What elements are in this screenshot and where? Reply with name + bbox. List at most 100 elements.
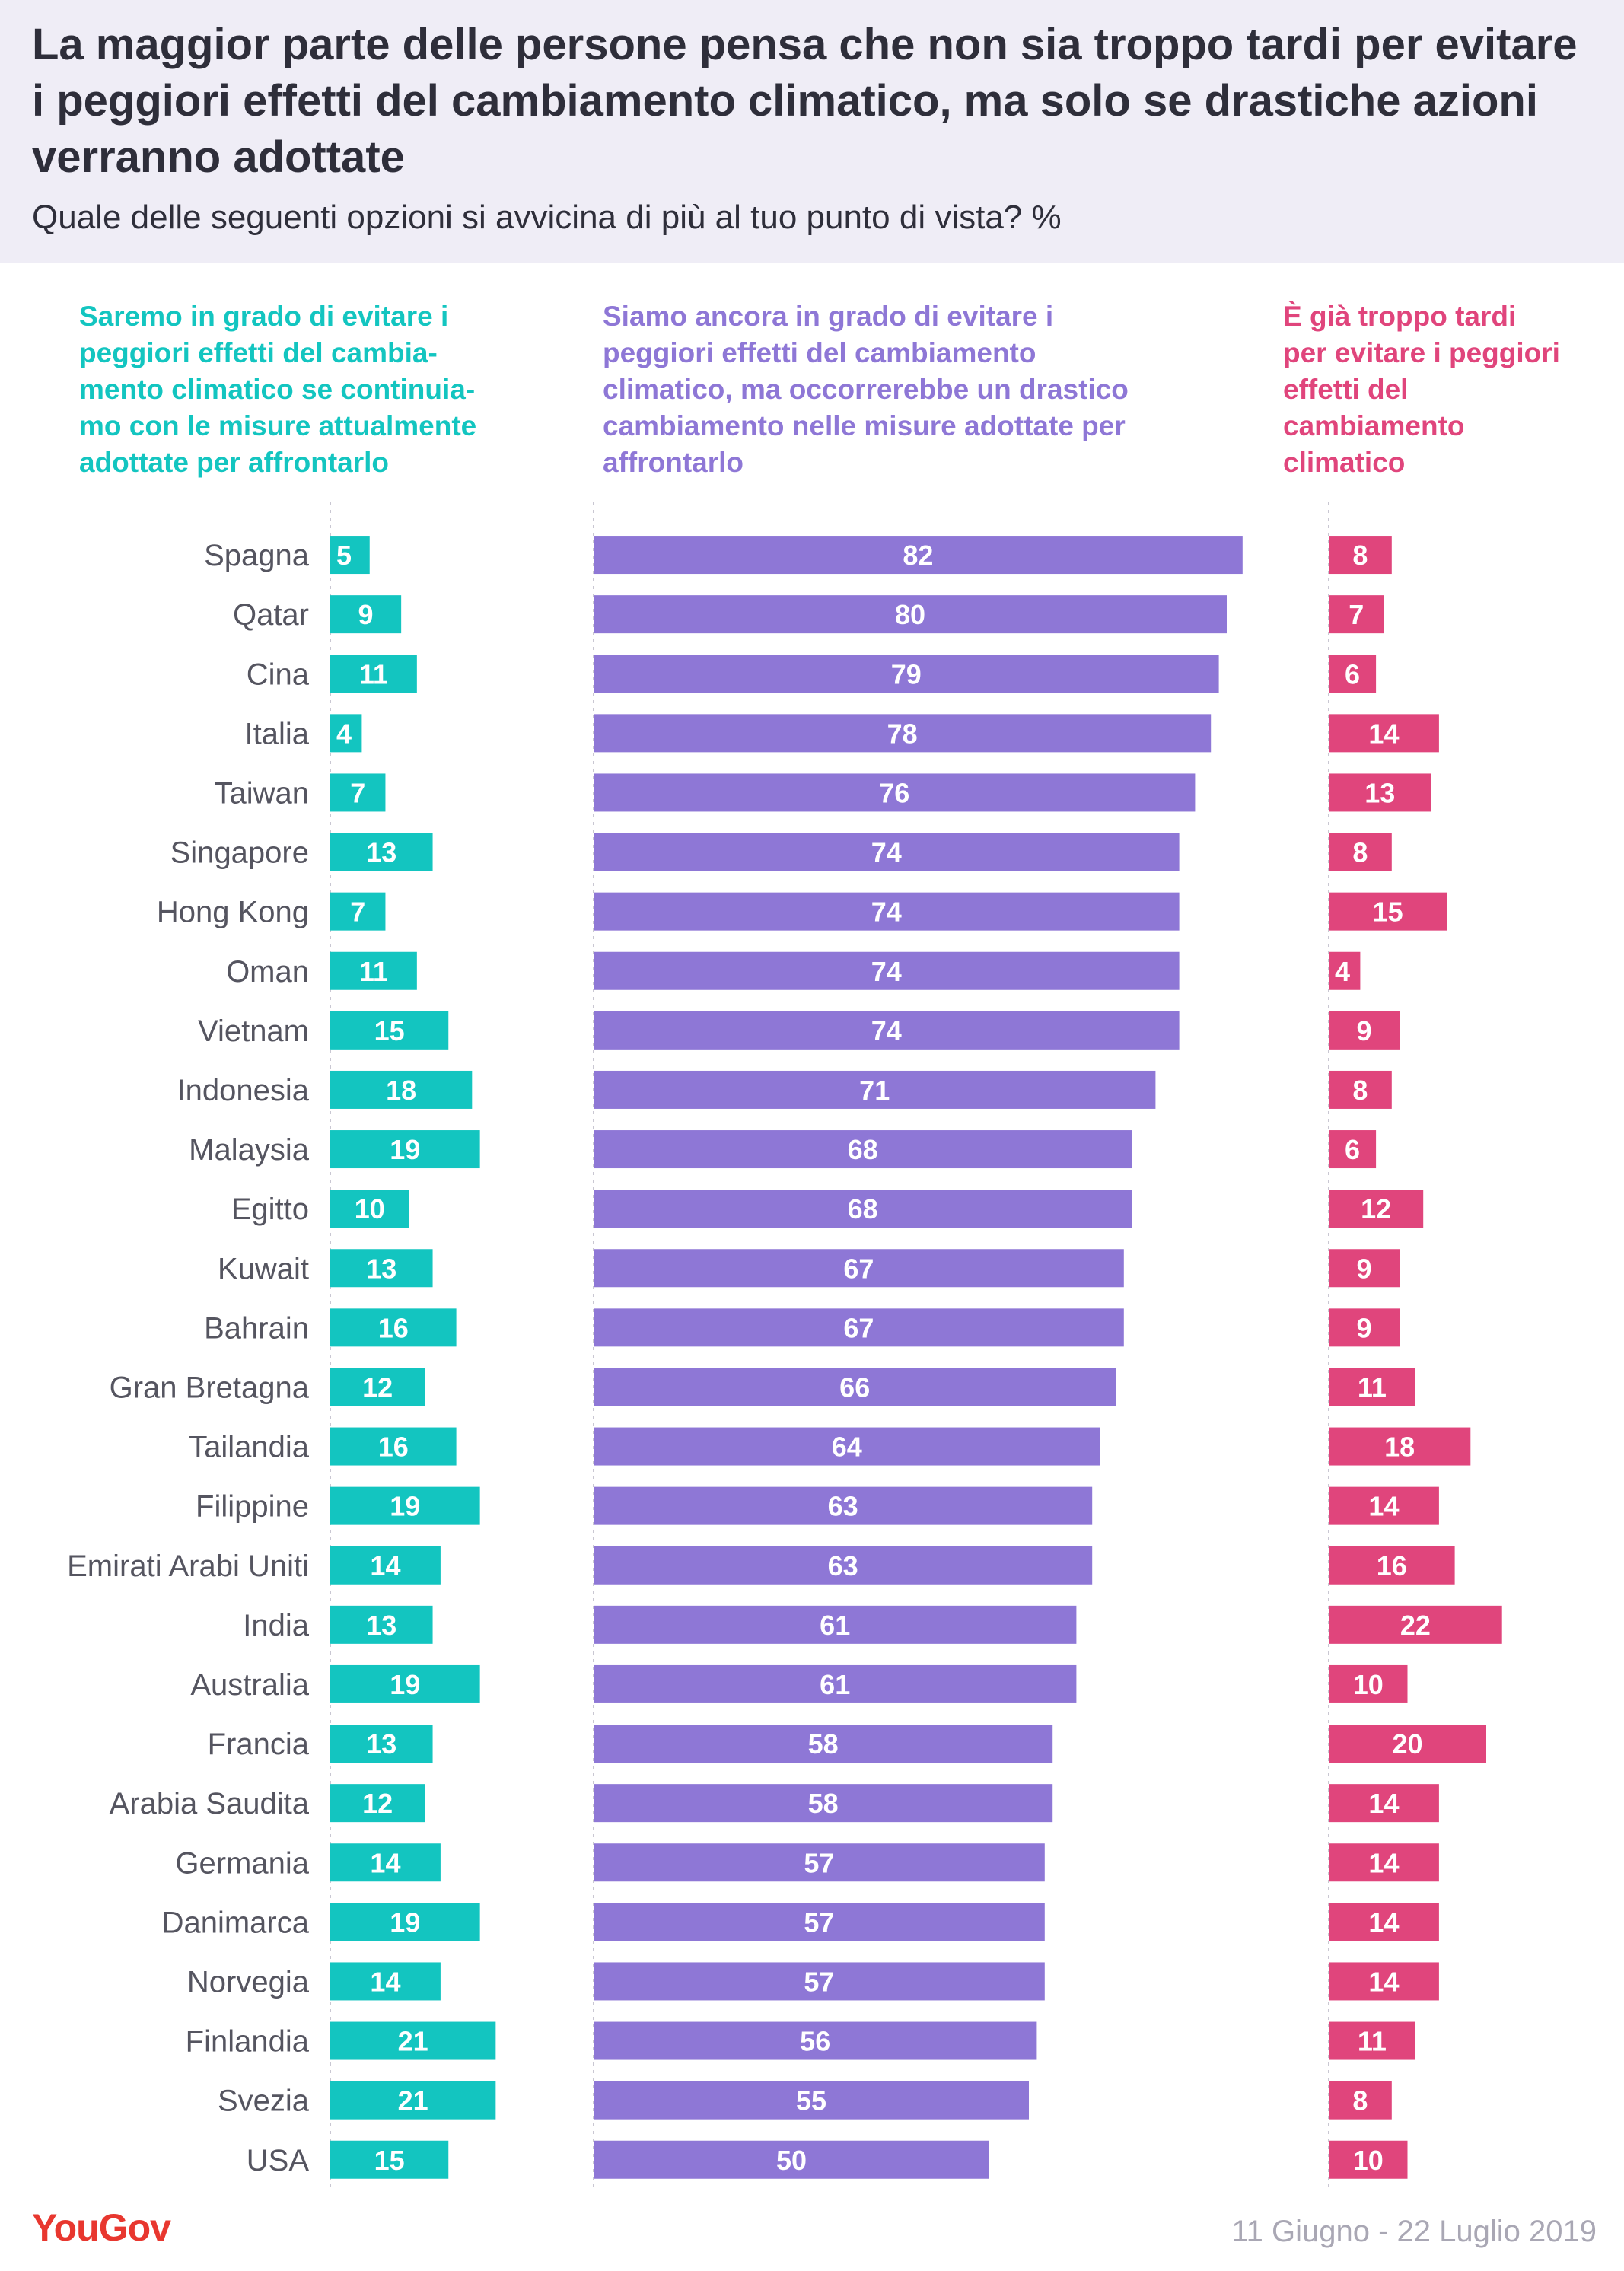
category-label: Bahrain bbox=[204, 1311, 309, 1345]
bar-series-3 bbox=[1329, 1070, 1392, 1109]
bar-series-3 bbox=[1329, 1427, 1471, 1466]
category-label: Germania bbox=[175, 1846, 309, 1880]
bar-series-2 bbox=[594, 1962, 1045, 2001]
bar-series-3 bbox=[1329, 1486, 1439, 1525]
data-label-series-1: 11 bbox=[359, 658, 388, 690]
bar-series-1 bbox=[330, 1962, 441, 2001]
category-label: Vietnam bbox=[198, 1014, 309, 1048]
data-label-series-1: 19 bbox=[390, 1134, 420, 1165]
category-label: Gran Bretagna bbox=[110, 1371, 310, 1404]
bar-series-1 bbox=[330, 1664, 480, 1703]
bar-series-1 bbox=[330, 1070, 473, 1109]
bar-series-3 bbox=[1329, 1308, 1400, 1347]
bar-series-2 bbox=[594, 536, 1243, 575]
bar-series-3 bbox=[1329, 1784, 1439, 1823]
bar-series-1 bbox=[330, 1427, 457, 1466]
bar-series-3 bbox=[1329, 1605, 1502, 1644]
legend-series-2: Siamo ancora in grado di evitare i peggio… bbox=[603, 301, 1129, 478]
bar-series-2 bbox=[594, 2021, 1037, 2060]
bar-series-2 bbox=[594, 1070, 1156, 1109]
data-label-series-3: 12 bbox=[1361, 1193, 1391, 1225]
data-label-series-2: 74 bbox=[871, 1015, 902, 1046]
data-label-series-3: 11 bbox=[1358, 1371, 1387, 1403]
bar-series-3 bbox=[1329, 1190, 1424, 1228]
data-label-series-2: 63 bbox=[828, 1491, 858, 1522]
data-label-series-3: 6 bbox=[1345, 1134, 1360, 1165]
bar-series-2 bbox=[594, 951, 1180, 990]
data-label-series-2: 74 bbox=[871, 956, 902, 987]
data-label-series-1: 11 bbox=[359, 956, 388, 987]
category-label: Filippine bbox=[196, 1490, 309, 1524]
data-label-series-2: 78 bbox=[887, 718, 918, 749]
category-label: Malaysia bbox=[189, 1133, 310, 1167]
data-label-series-2: 58 bbox=[808, 1728, 839, 1760]
bar-series-2 bbox=[594, 1308, 1124, 1347]
data-label-series-2: 58 bbox=[808, 1788, 839, 1819]
data-label-series-2: 63 bbox=[828, 1550, 858, 1581]
data-label-series-1: 14 bbox=[370, 1966, 400, 1997]
bar-series-2 bbox=[594, 1011, 1180, 1050]
bar-series-3 bbox=[1329, 1843, 1439, 1882]
bar-series-1 bbox=[330, 951, 417, 990]
bar-series-2 bbox=[594, 1903, 1045, 1941]
data-label-series-2: 67 bbox=[843, 1312, 874, 1343]
bar-series-1 bbox=[330, 1130, 480, 1169]
data-label-series-3: 8 bbox=[1352, 1075, 1368, 1106]
bar-series-3 bbox=[1329, 2140, 1408, 2179]
data-label-series-2: 57 bbox=[804, 1906, 834, 1938]
data-label-series-2: 80 bbox=[895, 599, 925, 630]
bar-series-1 bbox=[330, 595, 402, 634]
bar-series-3 bbox=[1329, 1903, 1439, 1941]
bar-series-2 bbox=[594, 1784, 1053, 1823]
data-label-series-3: 9 bbox=[1357, 1312, 1372, 1343]
data-label-series-3: 6 bbox=[1345, 658, 1360, 690]
category-label: Oman bbox=[226, 955, 309, 989]
category-label: USA bbox=[247, 2144, 310, 2177]
category-label: Italia bbox=[245, 717, 310, 750]
data-label-series-1: 13 bbox=[366, 1610, 396, 1641]
bar-series-2 bbox=[594, 773, 1196, 812]
bar-series-1 bbox=[330, 1546, 441, 1585]
data-label-series-1: 4 bbox=[336, 718, 352, 749]
bar-series-2 bbox=[594, 714, 1212, 753]
bar-series-2 bbox=[594, 1190, 1132, 1228]
chart-title: La maggior parte delle persone pensa che… bbox=[32, 20, 1578, 182]
data-label-series-3: 9 bbox=[1357, 1015, 1372, 1046]
data-label-series-1: 7 bbox=[350, 897, 365, 928]
bar-series-2 bbox=[594, 1725, 1053, 1763]
category-label: Arabia Saudita bbox=[110, 1787, 310, 1820]
bar-series-2 bbox=[594, 1427, 1100, 1466]
data-label-series-1: 13 bbox=[366, 1728, 396, 1760]
bar-series-3 bbox=[1329, 1130, 1377, 1169]
bar-series-3 bbox=[1329, 833, 1392, 871]
bar-series-1 bbox=[330, 1903, 480, 1941]
bar-series-2 bbox=[594, 1605, 1077, 1644]
data-label-series-2: 79 bbox=[891, 658, 922, 690]
bar-series-2 bbox=[594, 595, 1227, 634]
data-label-series-3: 10 bbox=[1353, 1669, 1384, 1700]
bar-series-3 bbox=[1329, 1962, 1439, 2001]
data-label-series-2: 74 bbox=[871, 837, 902, 868]
bar-series-3 bbox=[1329, 655, 1377, 693]
data-label-series-1: 16 bbox=[378, 1432, 409, 1463]
bar-series-1 bbox=[330, 1605, 433, 1644]
bar-series-1 bbox=[330, 1249, 433, 1288]
bar-series-2 bbox=[594, 1249, 1124, 1288]
data-label-series-1: 14 bbox=[370, 1847, 400, 1878]
data-label-series-3: 15 bbox=[1373, 897, 1403, 928]
data-label-series-1: 14 bbox=[370, 1550, 400, 1581]
bar-series-3 bbox=[1329, 714, 1439, 753]
bar-series-1 bbox=[330, 833, 433, 871]
data-label-series-1: 9 bbox=[358, 599, 374, 630]
category-label: Tailandia bbox=[189, 1431, 310, 1464]
bar-series-1 bbox=[330, 773, 386, 812]
bar-series-1 bbox=[330, 2140, 449, 2179]
data-label-series-2: 71 bbox=[859, 1075, 890, 1106]
data-label-series-3: 14 bbox=[1368, 718, 1399, 749]
bar-series-1 bbox=[330, 892, 386, 931]
data-label-series-3: 14 bbox=[1368, 1906, 1399, 1938]
category-label: Emirati Arabi Uniti bbox=[67, 1550, 309, 1583]
header-band: La maggior parte delle persone pensa che… bbox=[0, 0, 1624, 263]
category-label: Egitto bbox=[231, 1193, 309, 1226]
